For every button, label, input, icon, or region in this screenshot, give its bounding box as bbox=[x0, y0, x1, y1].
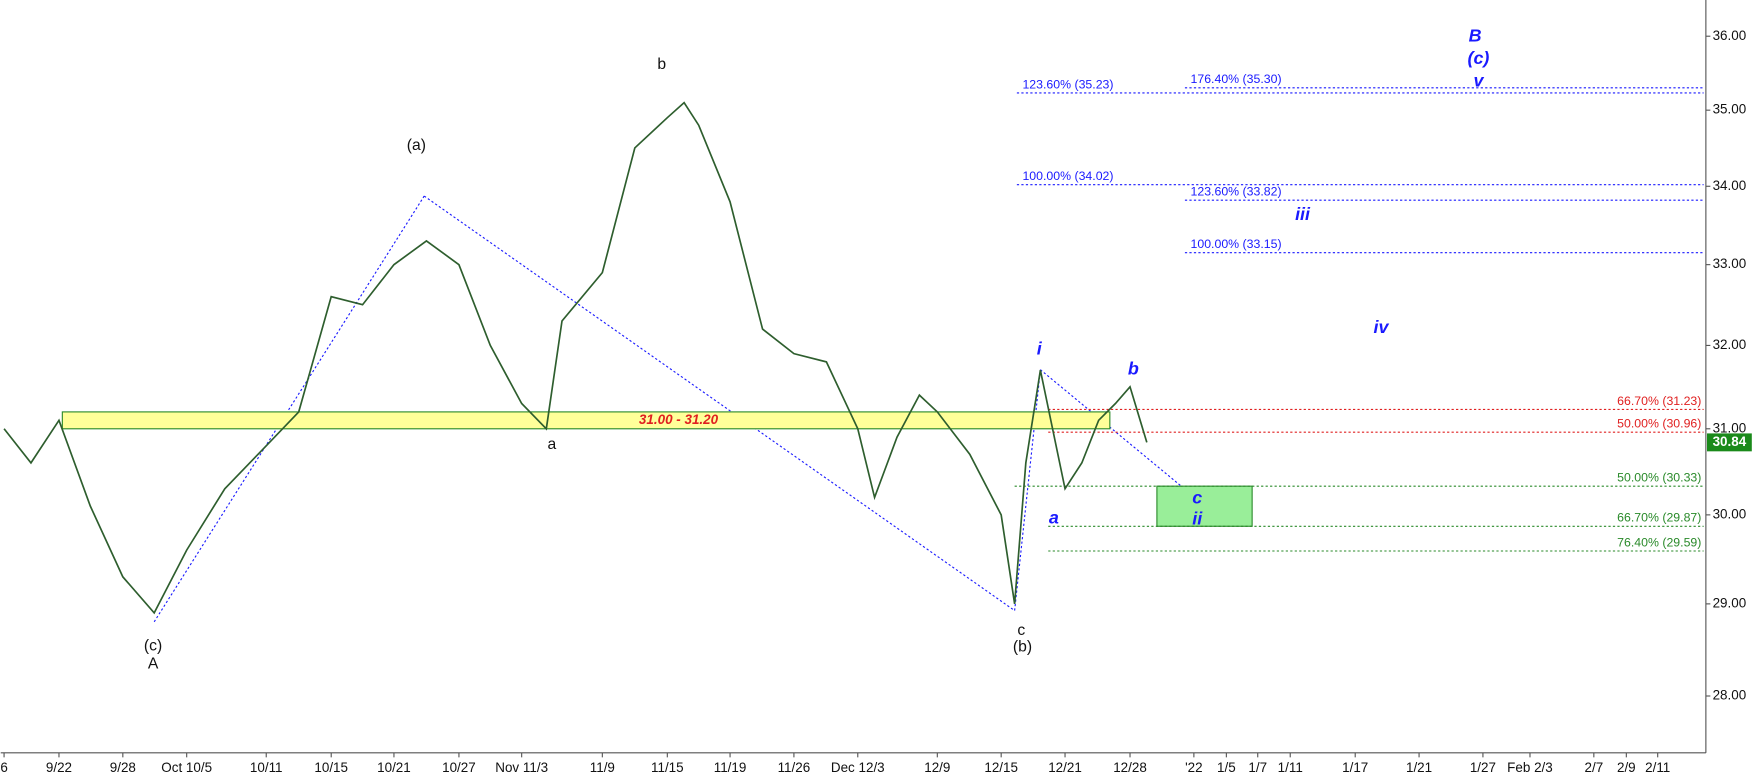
x-tick-label: 12/15 bbox=[984, 760, 1018, 775]
y-tick-label: 28.00 bbox=[1713, 688, 1747, 703]
x-tick-label: 10/27 bbox=[442, 760, 476, 775]
wave-label: b bbox=[1128, 358, 1139, 378]
x-tick-label: 1/5 bbox=[1217, 760, 1236, 775]
wave-label: B bbox=[1469, 26, 1482, 46]
trend-lines bbox=[153, 195, 1184, 623]
wave-label: (a) bbox=[407, 137, 426, 154]
wave-label: iii bbox=[1295, 204, 1311, 224]
x-tick-label: 9/28 bbox=[110, 760, 136, 775]
wave-label: a bbox=[1049, 507, 1059, 527]
y-tick-label: 29.00 bbox=[1713, 595, 1747, 610]
fib-label: 100.00% (33.15) bbox=[1191, 237, 1282, 251]
x-tick-label: 12/28 bbox=[1113, 760, 1147, 775]
trend-line bbox=[1014, 369, 1041, 611]
x-tick-label: 1/11 bbox=[1278, 760, 1303, 775]
wave-label: b bbox=[657, 56, 666, 73]
fib-label: 50.00% (30.96) bbox=[1617, 417, 1701, 431]
wave-label: A bbox=[148, 656, 159, 673]
x-tick-label: 9/22 bbox=[46, 760, 72, 775]
x-tick-label: 1/17 bbox=[1342, 760, 1368, 775]
trend-line bbox=[1040, 369, 1184, 488]
target-box bbox=[1156, 485, 1253, 527]
x-tick-label: 2/9 bbox=[1617, 760, 1636, 775]
x-tick-label: Oct 10/5 bbox=[161, 760, 212, 775]
wave-label: (c) bbox=[144, 638, 162, 655]
x-tick-label: 2/7 bbox=[1584, 760, 1603, 775]
y-tick-label: 34.00 bbox=[1713, 178, 1747, 193]
y-tick-label: 31.00 bbox=[1713, 420, 1747, 435]
support-zone bbox=[61, 411, 1111, 430]
zone-label: 31.00 - 31.20 bbox=[639, 412, 719, 427]
wave-label: a bbox=[548, 436, 557, 453]
trend-line bbox=[153, 195, 425, 623]
y-tick-label: 32.00 bbox=[1713, 337, 1747, 352]
fib-label: 76.40% (29.59) bbox=[1617, 535, 1701, 549]
price-line bbox=[3, 101, 1148, 615]
y-tick-label: 36.00 bbox=[1713, 28, 1747, 43]
x-tick-label: 1/21 bbox=[1406, 760, 1432, 775]
fib-label: 66.70% (29.87) bbox=[1617, 511, 1701, 525]
x-tick-label: 10/15 bbox=[314, 760, 348, 775]
wave-label: v bbox=[1473, 71, 1484, 91]
x-tick-label: 12/9 bbox=[924, 760, 950, 775]
wave-label: iv bbox=[1374, 317, 1390, 337]
last-price-label: 30.84 bbox=[1713, 434, 1747, 449]
y-tick-label: 33.00 bbox=[1713, 256, 1747, 271]
trend-line bbox=[423, 195, 1015, 612]
x-tick-label: 1/27 bbox=[1470, 760, 1496, 775]
x-tick-label: 10/21 bbox=[377, 760, 411, 775]
wave-label: ii bbox=[1192, 509, 1203, 529]
x-tick-label: 10/11 bbox=[250, 760, 283, 775]
x-tick-label: 11/26 bbox=[778, 760, 811, 775]
wave-label: (b) bbox=[1013, 639, 1032, 656]
y-tick-label: 35.00 bbox=[1713, 102, 1747, 117]
fib-label: 123.60% (33.82) bbox=[1191, 185, 1282, 199]
x-tick-label: 11/19 bbox=[714, 760, 747, 775]
wave-label: c bbox=[1192, 487, 1202, 507]
x-tick-label: 11/15 bbox=[651, 760, 684, 775]
x-tick-label: 11/9 bbox=[590, 760, 615, 775]
x-tick-label: 2/11 bbox=[1645, 760, 1670, 775]
fib-label: 100.00% (34.02) bbox=[1022, 169, 1113, 183]
wave-label: c bbox=[1017, 622, 1025, 639]
wave-label: (c) bbox=[1467, 48, 1489, 68]
fib-label: 176.40% (35.30) bbox=[1191, 72, 1282, 86]
x-tick-label: 12/21 bbox=[1048, 760, 1082, 775]
x-tick-label: Feb 2/3 bbox=[1507, 760, 1553, 775]
x-tick-label: '22 bbox=[1185, 760, 1203, 775]
fib-label: 123.60% (35.23) bbox=[1022, 77, 1113, 91]
last-price-box bbox=[1706, 433, 1752, 452]
x-tick-label: 1/7 bbox=[1248, 760, 1267, 775]
x-tick-label: 6 bbox=[0, 760, 7, 775]
x-tick-label: Dec 12/3 bbox=[831, 760, 885, 775]
y-tick-label: 30.00 bbox=[1713, 506, 1747, 521]
fib-label: 50.00% (30.33) bbox=[1617, 471, 1701, 485]
wave-label: i bbox=[1037, 338, 1043, 358]
fib-label: 66.70% (31.23) bbox=[1617, 394, 1701, 408]
x-tick-label: Nov 11/3 bbox=[495, 760, 548, 775]
